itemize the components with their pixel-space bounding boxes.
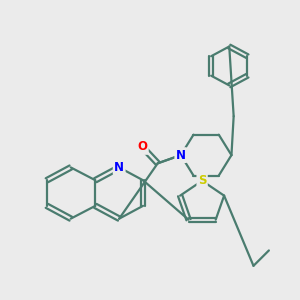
Text: S: S <box>198 174 206 187</box>
Text: N: N <box>176 148 186 162</box>
Text: O: O <box>137 140 147 153</box>
Text: N: N <box>114 161 124 174</box>
